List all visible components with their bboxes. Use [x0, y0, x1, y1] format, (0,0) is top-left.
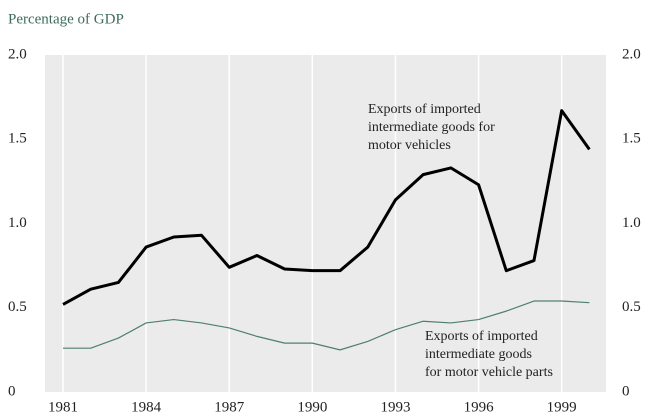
x-tick-label: 1987 — [214, 399, 245, 415]
x-tick-label: 1993 — [380, 399, 410, 415]
series-line — [63, 300, 590, 351]
annotation: intermediate goods — [425, 347, 532, 362]
series-line — [62, 109, 591, 306]
x-tick-label: 1990 — [297, 399, 327, 415]
y2-tick-label: 0 — [622, 383, 630, 399]
plot-area — [45, 55, 606, 392]
annotation: intermediate goods for — [368, 120, 495, 135]
x-tick-label: 1996 — [464, 399, 495, 415]
annotation: Exports of imported — [368, 102, 481, 117]
annotation: for motor vehicle parts — [425, 365, 553, 380]
x-tick-label: 1999 — [547, 399, 577, 415]
y2-tick-label: 1.0 — [622, 215, 641, 231]
y-tick-label: 1.0 — [8, 215, 27, 231]
y-tick-label: 0 — [8, 383, 16, 399]
y2-tick-label: 1.5 — [622, 131, 641, 147]
y-tick-label: 2.0 — [8, 46, 27, 62]
y2-tick-label: 0.5 — [622, 299, 641, 315]
annotation: motor vehicles — [368, 138, 451, 153]
y2-tick-label: 2.0 — [622, 46, 641, 62]
y-tick-label: 1.5 — [8, 131, 27, 147]
y-tick-label: 0.5 — [8, 299, 27, 315]
x-tick-label: 1981 — [48, 399, 78, 415]
chart-title: Percentage of GDP — [8, 11, 124, 27]
annotation: Exports of imported — [425, 329, 538, 344]
x-tick-label: 1984 — [131, 399, 162, 415]
